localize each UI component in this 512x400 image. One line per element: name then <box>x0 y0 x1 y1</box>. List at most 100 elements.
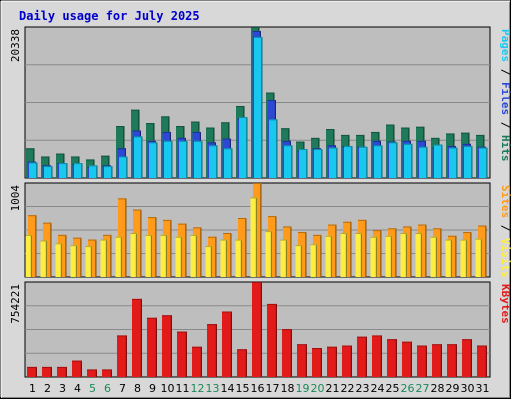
x-tick-label: 10 <box>161 382 175 395</box>
bar-pages <box>194 140 203 178</box>
bar-pages <box>374 145 383 178</box>
x-tick-label: 13 <box>206 382 220 395</box>
bar-pages <box>434 144 443 178</box>
x-tick-label: 8 <box>134 382 141 395</box>
bar-pages <box>134 136 143 178</box>
bar-kbytes <box>447 344 457 377</box>
x-tick-label: 23 <box>356 382 370 395</box>
bar-sites <box>310 244 317 277</box>
bar-sites <box>220 239 227 277</box>
x-tick-label: 1 <box>29 382 36 395</box>
bar-kbytes <box>312 348 322 377</box>
x-tick-label: 26 <box>401 382 415 395</box>
bar-visits <box>163 219 172 277</box>
bar-visits <box>283 226 292 277</box>
bar-pages <box>224 148 233 178</box>
panel-kbytes: 754221 KBytes <box>9 281 512 378</box>
bar-sites <box>70 245 77 277</box>
x-tick-label: 19 <box>296 382 310 395</box>
bar-pages <box>44 166 53 178</box>
bar-sites <box>100 239 107 277</box>
bar-pages <box>89 165 98 178</box>
x-tick-label: 7 <box>119 382 126 395</box>
bar-visits <box>73 237 82 277</box>
legend-entry: KBytes <box>499 284 512 324</box>
bar-pages <box>209 145 218 178</box>
x-tick-label: 9 <box>149 382 156 395</box>
bar-sites <box>115 236 122 277</box>
bar-kbytes <box>402 341 412 377</box>
bar-pages <box>119 156 128 178</box>
x-tick-label: 21 <box>326 382 340 395</box>
bar-visits <box>88 239 97 277</box>
bar-pages <box>254 36 263 178</box>
panel-hits_files_pages: 20338 Pages / Files / Hits <box>9 26 512 179</box>
x-tick-label: 27 <box>416 382 430 395</box>
bar-sites <box>280 239 287 277</box>
bar-kbytes <box>327 346 337 377</box>
bar-visits <box>388 228 397 277</box>
bar-visits <box>343 221 352 277</box>
bar-sites <box>415 232 422 277</box>
bar-kbytes <box>267 303 277 377</box>
bar-visits <box>238 218 247 277</box>
x-tick-label: 17 <box>266 382 280 395</box>
bar-visits <box>133 209 142 277</box>
bar-visits <box>58 234 67 277</box>
x-tick-label: 6 <box>104 382 111 395</box>
x-tick-label: 12 <box>191 382 205 395</box>
x-tick-label: 15 <box>236 382 250 395</box>
bar-pages <box>479 147 488 178</box>
bar-visits <box>43 222 52 277</box>
series-legend: KBytes <box>499 284 512 324</box>
x-tick-label: 25 <box>386 382 400 395</box>
bar-pages <box>314 149 323 178</box>
bar-pages <box>299 149 308 178</box>
legend-entry: / <box>499 218 512 238</box>
bar-pages <box>329 147 338 178</box>
bar-kbytes <box>162 315 172 377</box>
bar-pages <box>179 140 188 178</box>
bar-kbytes <box>177 331 187 377</box>
bar-sites <box>460 239 467 277</box>
bar-sites <box>265 231 272 277</box>
bar-kbytes <box>192 346 202 377</box>
legend-entry: Sites <box>499 185 512 218</box>
bar-visits <box>268 216 277 277</box>
bar-kbytes <box>372 335 382 377</box>
panel-visits_sites: 1004 Sites / Visits <box>9 182 512 278</box>
legend-entry: Pages <box>499 29 512 62</box>
bar-pages <box>359 146 368 178</box>
bar-sites <box>55 243 62 277</box>
bar-kbytes <box>27 366 37 377</box>
bar-kbytes <box>72 360 82 377</box>
x-tick-label: 2 <box>44 382 51 395</box>
bar-visits <box>313 234 322 277</box>
bar-pages <box>104 166 113 178</box>
bar-kbytes <box>252 282 262 377</box>
y-max-label: 754221 <box>9 284 22 324</box>
x-tick-label: 14 <box>221 382 235 395</box>
bar-pages <box>269 119 278 178</box>
bar-visits <box>403 226 412 277</box>
bar-visits <box>253 183 262 277</box>
bar-kbytes <box>432 344 442 377</box>
bar-visits <box>418 224 427 277</box>
bar-sites <box>250 197 257 277</box>
bar-kbytes <box>147 317 157 377</box>
series-legend: Sites / Visits <box>499 185 512 278</box>
y-max-label: 1004 <box>9 185 22 212</box>
bar-visits <box>178 223 187 277</box>
chart-title: Daily usage for July 2025 <box>19 9 200 23</box>
bar-kbytes <box>417 345 427 377</box>
bar-kbytes <box>357 336 367 377</box>
bar-sites <box>325 235 332 277</box>
bar-kbytes <box>102 369 112 377</box>
bar-visits <box>328 224 337 277</box>
bar-pages <box>149 142 158 178</box>
bar-kbytes <box>282 329 292 377</box>
x-tick-label: 16 <box>251 382 265 395</box>
bar-sites <box>475 238 482 277</box>
x-tick-label: 5 <box>89 382 96 395</box>
bar-visits <box>148 217 157 277</box>
